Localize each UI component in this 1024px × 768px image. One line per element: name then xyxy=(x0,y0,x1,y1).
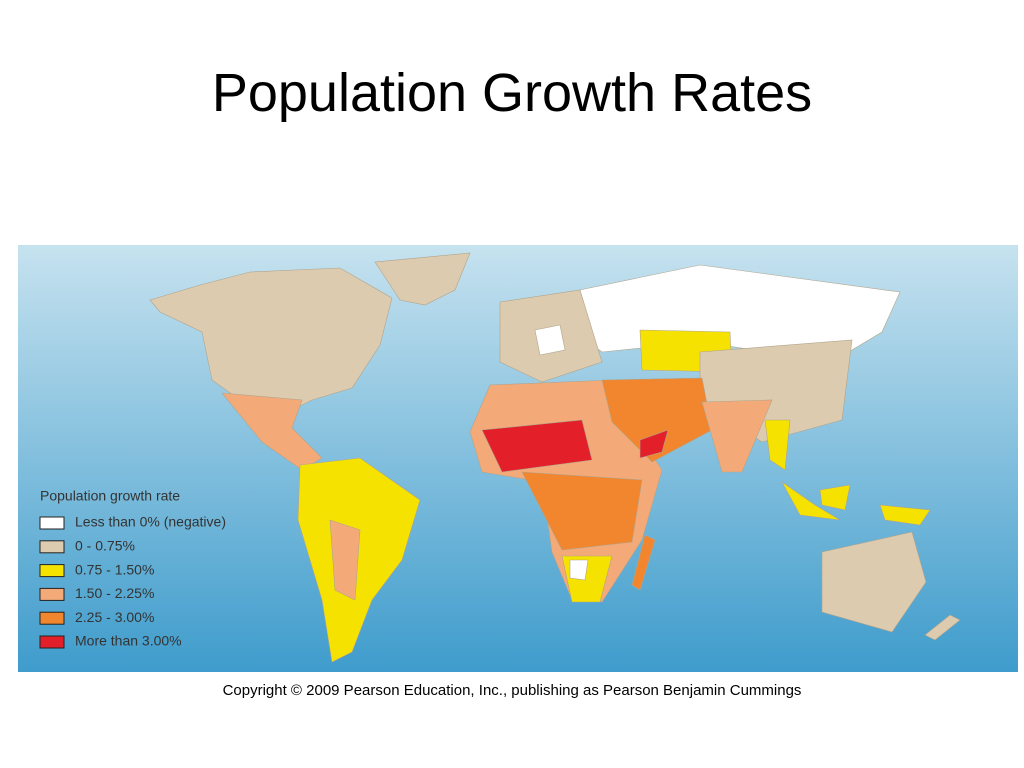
legend-title: Population growth rate xyxy=(40,488,180,504)
slide-title: Population Growth Rates xyxy=(211,63,813,123)
legend-label: 1.50 - 2.25% xyxy=(75,585,154,601)
legend: Population growth rate Less than 0% (neg… xyxy=(39,488,226,649)
legend-swatch xyxy=(39,516,65,530)
legend-swatch xyxy=(39,611,65,625)
legend-label: Less than 0% (negative) xyxy=(75,514,226,530)
legend-swatch xyxy=(39,540,65,554)
legend-label: 0.75 - 1.50% xyxy=(75,561,154,577)
legend-swatch xyxy=(39,564,65,578)
legend-label: 0 - 0.75% xyxy=(75,538,135,554)
legend-swatch xyxy=(39,587,65,601)
legend-swatch xyxy=(39,635,65,649)
copyright: Copyright © 2009 Pearson Education, Inc.… xyxy=(222,682,802,699)
legend-label: More than 3.00% xyxy=(75,633,182,649)
legend-label: 2.25 - 3.00% xyxy=(75,609,154,625)
land xyxy=(149,252,961,663)
